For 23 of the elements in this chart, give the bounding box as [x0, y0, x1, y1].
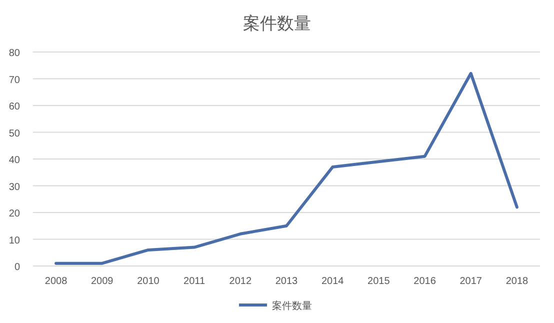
legend: 案件数量 [239, 301, 312, 312]
y-tick-label: 10 [8, 235, 20, 246]
x-tick-label: 2010 [137, 276, 160, 287]
x-tick-label: 2009 [91, 276, 114, 287]
y-tick-label: 50 [8, 128, 20, 140]
x-tick-label: 2011 [184, 276, 206, 287]
legend-label: 案件数量 [272, 300, 312, 312]
y-tick-label: 30 [8, 182, 20, 193]
x-tick-label: 2008 [44, 276, 68, 287]
y-tick-label: 20 [8, 208, 20, 220]
chart-title: 案件数量 [243, 14, 311, 33]
y-tick-label: 0 [14, 262, 20, 273]
x-tick-label: 2014 [321, 276, 344, 287]
x-tick-label: 2017 [460, 276, 482, 287]
y-tick-label: 70 [8, 74, 20, 86]
x-tick-label: 2018 [506, 276, 529, 287]
y-tick-label: 40 [8, 155, 20, 166]
x-tick-label: 2016 [414, 276, 436, 287]
x-tick-label: 2013 [275, 276, 298, 287]
y-tick-label: 60 [8, 102, 20, 112]
x-tick-label: 2012 [229, 276, 252, 287]
x-tick-label: 2015 [368, 276, 390, 287]
y-tick-label: 80 [8, 48, 20, 59]
